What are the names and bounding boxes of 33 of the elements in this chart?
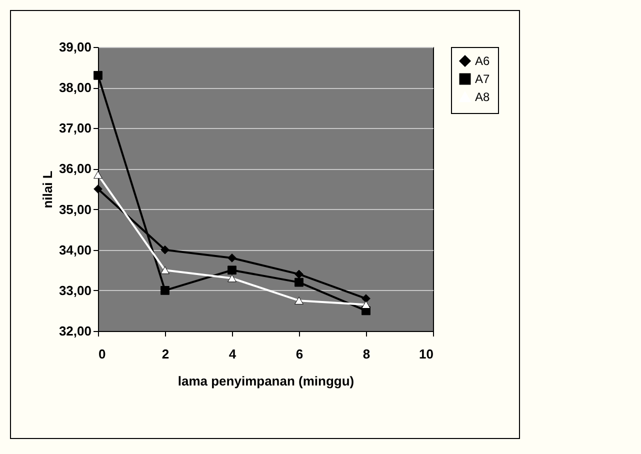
x-tick-label: 0 <box>98 346 106 362</box>
y-tick-label: 32,00 <box>58 324 92 338</box>
point <box>94 70 102 80</box>
y-tick-label: 37,00 <box>58 120 92 136</box>
x-tick-label: 2 <box>162 346 170 362</box>
point <box>160 245 170 254</box>
x-tick-label: 6 <box>296 346 304 362</box>
point <box>228 254 236 262</box>
point <box>294 296 304 304</box>
y-tick-label: 38,00 <box>58 80 92 96</box>
x-tick-label: 8 <box>362 346 370 362</box>
x-tick-label: 4 <box>228 346 237 362</box>
point <box>294 270 304 279</box>
point <box>94 184 102 194</box>
point <box>294 278 304 287</box>
point <box>228 266 236 275</box>
legend-label: A7 <box>475 72 490 86</box>
point <box>160 266 170 274</box>
y-tick-label: 36,00 <box>58 161 92 176</box>
x-axis-title: lama penyimpanan (minggu) <box>178 374 354 388</box>
point <box>362 300 370 308</box>
point <box>362 294 370 303</box>
point <box>160 286 170 295</box>
y-tick-label: 39,00 <box>58 40 92 54</box>
y-axis-title: nilai L <box>40 170 55 208</box>
x-tick-label: 10 <box>419 346 434 362</box>
legend-label: A8 <box>475 90 490 104</box>
y-tick-label: 33,00 <box>58 282 92 298</box>
legend-label: A6 <box>475 54 490 68</box>
y-tick-label: 35,00 <box>58 202 92 217</box>
point <box>228 274 236 282</box>
point <box>94 170 102 179</box>
y-tick-label: 34,00 <box>58 242 92 258</box>
